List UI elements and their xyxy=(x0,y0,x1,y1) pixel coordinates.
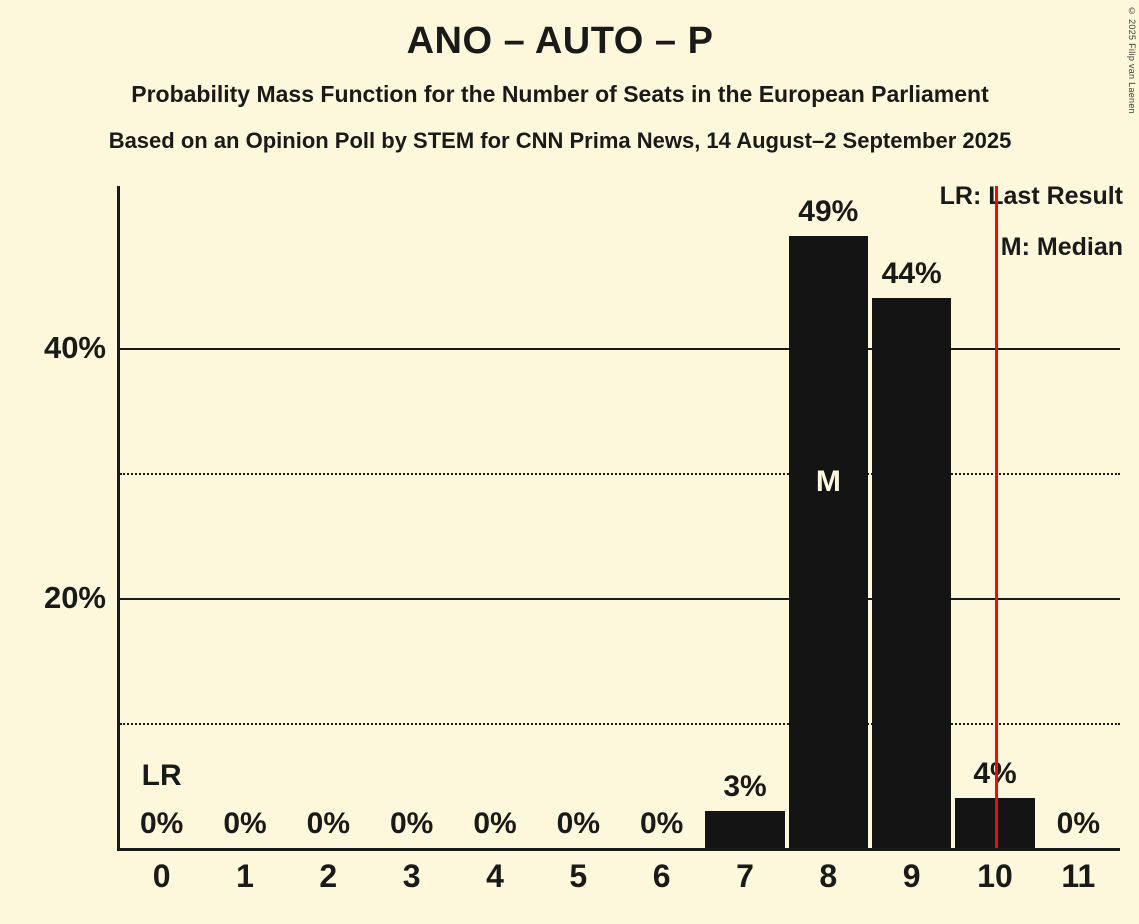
y-axis-tick-label: 20% xyxy=(43,580,106,616)
last-result-marker: LR xyxy=(141,759,182,792)
median-marker-line xyxy=(995,186,998,848)
chart-legend: LR: Last Result M: Median xyxy=(940,184,1123,260)
gridline-30 xyxy=(120,473,1120,476)
bar-value-label: 0% xyxy=(139,807,184,840)
copyright-notice: © 2025 Filip van Laenen xyxy=(1127,6,1137,114)
bar-value-label: 44% xyxy=(881,257,942,291)
page-title: ANO – AUTO – P xyxy=(406,20,714,62)
chart-header: ANO – AUTO – P Probability Mass Function… xyxy=(0,0,1120,153)
x-axis-tick-label: 7 xyxy=(736,858,754,894)
bar-value-label: 0% xyxy=(556,807,600,840)
bar[interactable] xyxy=(705,810,785,848)
legend-item-median: M: Median xyxy=(1000,233,1123,261)
bar-slot: 0% 6 xyxy=(620,186,703,894)
bar-slot: 0% 5 xyxy=(537,186,620,894)
plot-area: 40% 20% 0% LR 0 0% 1 0% 2 0% 3 0% 4 0% 5 0% 6 3% 7 49% M 8 44… xyxy=(44,186,1120,894)
x-axis-tick-label: 0 xyxy=(152,858,171,894)
gridline-10 xyxy=(120,723,1120,726)
bar-value-label: 4% xyxy=(953,757,1036,791)
bar-slot: 0% 1 xyxy=(203,186,286,894)
x-axis-tick-label: 5 xyxy=(569,858,588,894)
gridline-20 xyxy=(120,598,1120,601)
bar-slot: 4% 10 xyxy=(953,186,1036,894)
bar-slot: 0% 2 xyxy=(287,186,370,894)
x-axis-line xyxy=(117,848,1120,851)
x-axis-tick-label: 10 xyxy=(977,858,1013,894)
x-axis-tick-label: 3 xyxy=(402,858,421,894)
bar-slot: 3% 7 xyxy=(703,186,786,894)
bar[interactable] xyxy=(872,298,952,848)
bar-slot: 0% 4 xyxy=(453,186,536,894)
bar-value-label: 0% xyxy=(639,807,684,840)
x-axis-tick-label: 4 xyxy=(486,858,504,894)
bar-slot: 0% 11 xyxy=(1037,186,1120,894)
chart-subtitle: Probability Mass Function for the Number… xyxy=(131,80,989,107)
x-axis-tick-label: 6 xyxy=(652,858,671,894)
x-axis-tick-label: 2 xyxy=(319,858,338,894)
y-axis-line xyxy=(117,186,120,849)
bar[interactable] xyxy=(788,235,868,848)
bar-slot: 49% M 8 xyxy=(787,186,870,894)
y-axis-tick-label: 40% xyxy=(43,330,106,366)
bar-value-label: 0% xyxy=(223,807,267,840)
chart-source-note: Based on an Opinion Poll by STEM for CNN… xyxy=(108,128,1012,154)
median-marker: M xyxy=(815,465,841,499)
bar-value-label: 0% xyxy=(306,807,350,840)
bar-slot: 0% LR 0 xyxy=(120,186,203,894)
gridline-40 xyxy=(120,348,1120,351)
x-axis-tick-label: 9 xyxy=(902,858,921,894)
x-axis-tick-label: 11 xyxy=(1061,858,1096,894)
bar[interactable] xyxy=(955,798,1035,848)
bar-value-label: 0% xyxy=(389,807,434,840)
bar-value-label: 0% xyxy=(473,807,517,840)
bar-value-label: 3% xyxy=(723,769,767,803)
legend-item-last-result: LR: Last Result xyxy=(939,182,1123,210)
bar-value-label: 0% xyxy=(1056,807,1100,840)
x-axis-tick-label: 8 xyxy=(819,858,838,894)
bar-slot: 44% 9 xyxy=(870,186,953,894)
bar-slot: 0% 3 xyxy=(370,186,453,894)
x-axis-tick-label: 1 xyxy=(236,858,254,894)
bar-value-label: 49% xyxy=(798,194,859,228)
